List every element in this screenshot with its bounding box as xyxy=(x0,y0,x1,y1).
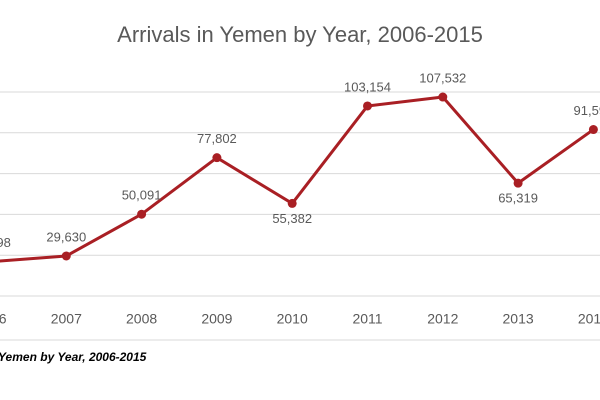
data-label: 103,154 xyxy=(344,79,391,94)
data-point xyxy=(363,101,372,111)
series-line xyxy=(0,95,595,263)
data-label: 91,592 xyxy=(574,103,600,118)
data-label: 29,630 xyxy=(46,229,86,244)
data-label: 50,091 xyxy=(122,188,162,203)
data-label: 107,532 xyxy=(419,70,466,85)
x-tick-label: 2009 xyxy=(201,311,232,327)
x-tick-label: 2007 xyxy=(51,311,82,327)
data-point xyxy=(212,153,222,163)
x-tick-label: 2010 xyxy=(277,311,308,327)
data-label: 26,798 xyxy=(0,235,11,250)
x-tick-label: 2012 xyxy=(427,311,458,327)
data-point xyxy=(287,198,297,208)
x-tick-label: 2014 xyxy=(578,311,600,327)
data-label: 77,802 xyxy=(197,131,237,146)
data-point xyxy=(61,251,71,261)
x-tick-label: 2011 xyxy=(352,311,382,327)
data-point xyxy=(438,92,448,102)
data-point xyxy=(137,209,147,219)
x-tick-label: 2013 xyxy=(503,311,534,327)
chart-title: Arrivals in Yemen by Year, 2006-2015 xyxy=(117,22,483,47)
x-tick-label: 2006 xyxy=(0,311,7,327)
data-point xyxy=(588,125,598,135)
caption: Yemen by Year, 2006-2015 xyxy=(0,350,147,364)
data-label: 55,382 xyxy=(272,211,312,226)
data-label: 65,319 xyxy=(498,191,538,206)
data-point xyxy=(513,178,523,188)
x-tick-label: 2008 xyxy=(126,311,157,327)
